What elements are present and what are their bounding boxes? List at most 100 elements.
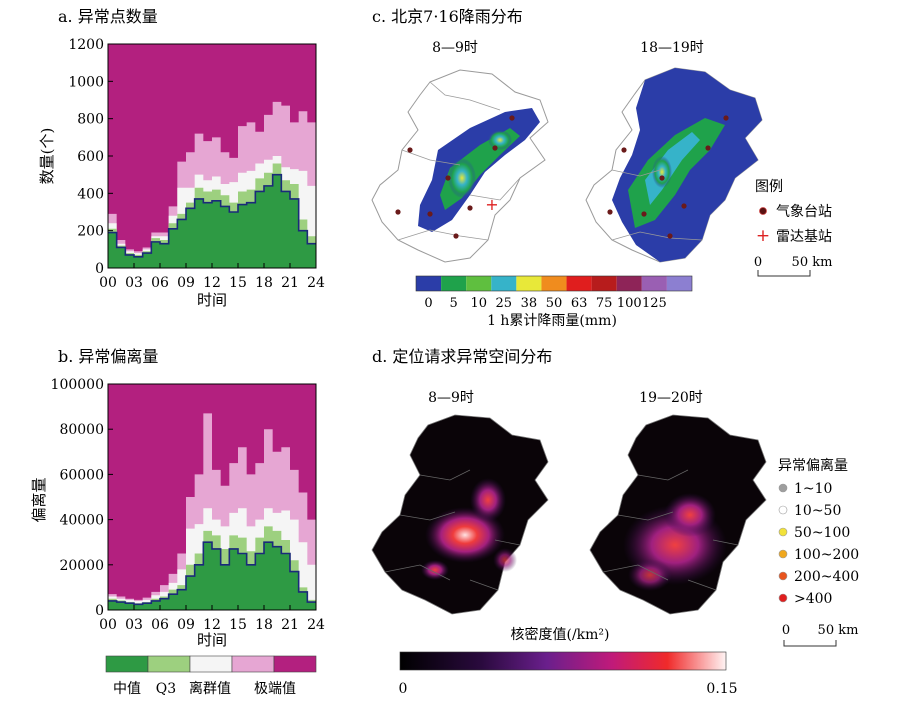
ytick-label: 1200 [68, 37, 104, 53]
panel-c-title: c. 北京7·16降雨分布 [372, 7, 523, 26]
kde-colorbar-label: 核密度值(/km²) [510, 626, 609, 643]
ytick-label: 0 [95, 603, 104, 619]
xtick-label: 18 [255, 617, 273, 633]
panel-a-plot [108, 44, 316, 268]
ytick-label: 80000 [59, 422, 104, 438]
panel-a-yticks: 0 200 400 600 800 1000 1200 [68, 37, 113, 277]
panel-a-ylabel: 数量(个) [38, 128, 56, 185]
deviation-marker-icon [778, 505, 788, 515]
category-legend: 中值 Q3 离群值 极端值 [105, 655, 317, 697]
panel-b-xticks: 00 03 06 09 12 15 18 21 24 [99, 605, 325, 633]
xtick-label: 21 [281, 275, 299, 291]
ytick-label: 100000 [51, 377, 104, 393]
panel-b: b. 异常偏离量 0 20000 40000 60000 80000 100000 00 0… [30, 347, 325, 649]
xtick-label: 12 [203, 275, 221, 291]
ytick-label: 40000 [59, 513, 104, 529]
panel-c-legend-title: 图例 [755, 179, 783, 195]
colorbar-tick: 50 [546, 296, 563, 311]
deviation-marker-icon [778, 593, 788, 603]
radar-marker-icon: + [756, 226, 770, 246]
kde-colorbar-max: 0.15 [706, 681, 737, 697]
xtick-label: 24 [307, 275, 325, 291]
xtick-label: 09 [177, 617, 195, 633]
ytick-label: 60000 [59, 467, 104, 483]
panel-d: d. 定位请求异常空间分布 8—9时 19—20时 核密度值(/km²) 0 0… [371, 347, 859, 697]
ytick-label: 800 [77, 112, 104, 128]
deviation-legend-label: 1~10 [794, 481, 832, 497]
panel-a-title: a. 异常点数量 [58, 7, 158, 26]
colorbar-segment [466, 276, 492, 291]
colorbar-tick: 125 [642, 296, 667, 311]
deviation-marker-icon [778, 571, 788, 581]
median-outline [108, 541, 316, 606]
xtick-label: 00 [99, 617, 117, 633]
xtick-label: 18 [255, 275, 273, 291]
ytick-label: 20000 [59, 558, 104, 574]
area-band-median [108, 542, 316, 610]
xtick-label: 00 [99, 275, 117, 291]
ytick-label: 200 [77, 224, 104, 240]
colorbar-segment [666, 276, 692, 291]
legend-swatch-q3 [147, 655, 191, 673]
deviation-marker-icon [778, 483, 788, 493]
panel-b-plot [108, 384, 316, 610]
legend-label-extreme: 极端值 [254, 681, 296, 697]
ytick-label: 600 [77, 149, 104, 165]
deviation-marker-icon [778, 527, 788, 537]
xtick-label: 12 [203, 617, 221, 633]
colorbar-tick: 25 [496, 296, 513, 311]
rainfall-colorbar [415, 275, 693, 292]
colorbar-tick: 75 [596, 296, 613, 311]
panel-d-scale-label: 50 km [818, 623, 859, 638]
panel-d-left-time: 8—9时 [428, 390, 474, 406]
legend-swatch-median [105, 655, 149, 673]
panel-b-ylabel: 偏离量 [30, 477, 48, 522]
svg-text:+: + [485, 195, 498, 214]
panel-d-legend-items: 1~10 10~50 50~100 100~200 200~400 >400 [778, 481, 859, 607]
deviation-marker-icon [778, 549, 788, 559]
panel-d-scale-zero: 0 [782, 623, 790, 638]
panel-b-title: b. 异常偏离量 [58, 347, 158, 366]
colorbar-segment [616, 276, 642, 291]
colorbar-segment [641, 276, 667, 291]
panel-d-legend-title: 异常偏离量 [778, 457, 848, 474]
kde-colorbar [399, 651, 727, 671]
rain-map-right [585, 67, 763, 263]
colorbar-segment [516, 276, 542, 291]
colorbar-tick: 100 [617, 296, 642, 311]
deviation-legend-label: 50~100 [794, 525, 850, 541]
kde-map-right [589, 414, 767, 615]
deviation-legend-label: >400 [794, 591, 832, 607]
ytick-label: 0 [95, 261, 104, 277]
colorbar-segment [416, 276, 442, 291]
deviation-legend-label: 200~400 [794, 569, 859, 585]
xtick-label: 06 [151, 617, 169, 633]
xtick-label: 21 [281, 617, 299, 633]
panel-a-xticks: 00 03 06 09 12 15 18 21 24 [99, 263, 325, 291]
xtick-label: 03 [125, 275, 143, 291]
panel-c-right-time: 18—19时 [640, 40, 704, 56]
ytick-label: 1000 [68, 74, 104, 90]
panel-a-xlabel: 时间 [197, 291, 227, 309]
colorbar-frame [415, 275, 693, 292]
kde-colorbar-min: 0 [399, 681, 408, 697]
rainfall-colorbar-ticks: 0 5 10 25 38 50 63 75 100 125 [424, 296, 666, 311]
area-band-median [108, 174, 316, 268]
xtick-label: 09 [177, 275, 195, 291]
panel-a: a. 异常点数量 0 200 400 600 800 1000 1200 00 03 06 09 1… [38, 7, 325, 309]
xtick-label: 06 [151, 275, 169, 291]
xtick-label: 15 [229, 617, 247, 633]
colorbar-tick: 63 [571, 296, 588, 311]
xtick-label: 24 [307, 617, 325, 633]
deviation-legend-label: 10~50 [794, 503, 841, 519]
legend-swatch-extreme [273, 655, 317, 673]
colorbar-segment [541, 276, 567, 291]
colorbar-tick: 38 [521, 296, 538, 311]
median-outline [108, 173, 316, 258]
panel-c-left-time: 8—9时 [432, 40, 478, 56]
station-marker-icon [759, 207, 767, 215]
colorbar-tick: 10 [470, 296, 487, 311]
rainfall-colorbar-label: 1 h累计降雨量(mm) [487, 313, 617, 329]
colorbar-segment [566, 276, 592, 291]
